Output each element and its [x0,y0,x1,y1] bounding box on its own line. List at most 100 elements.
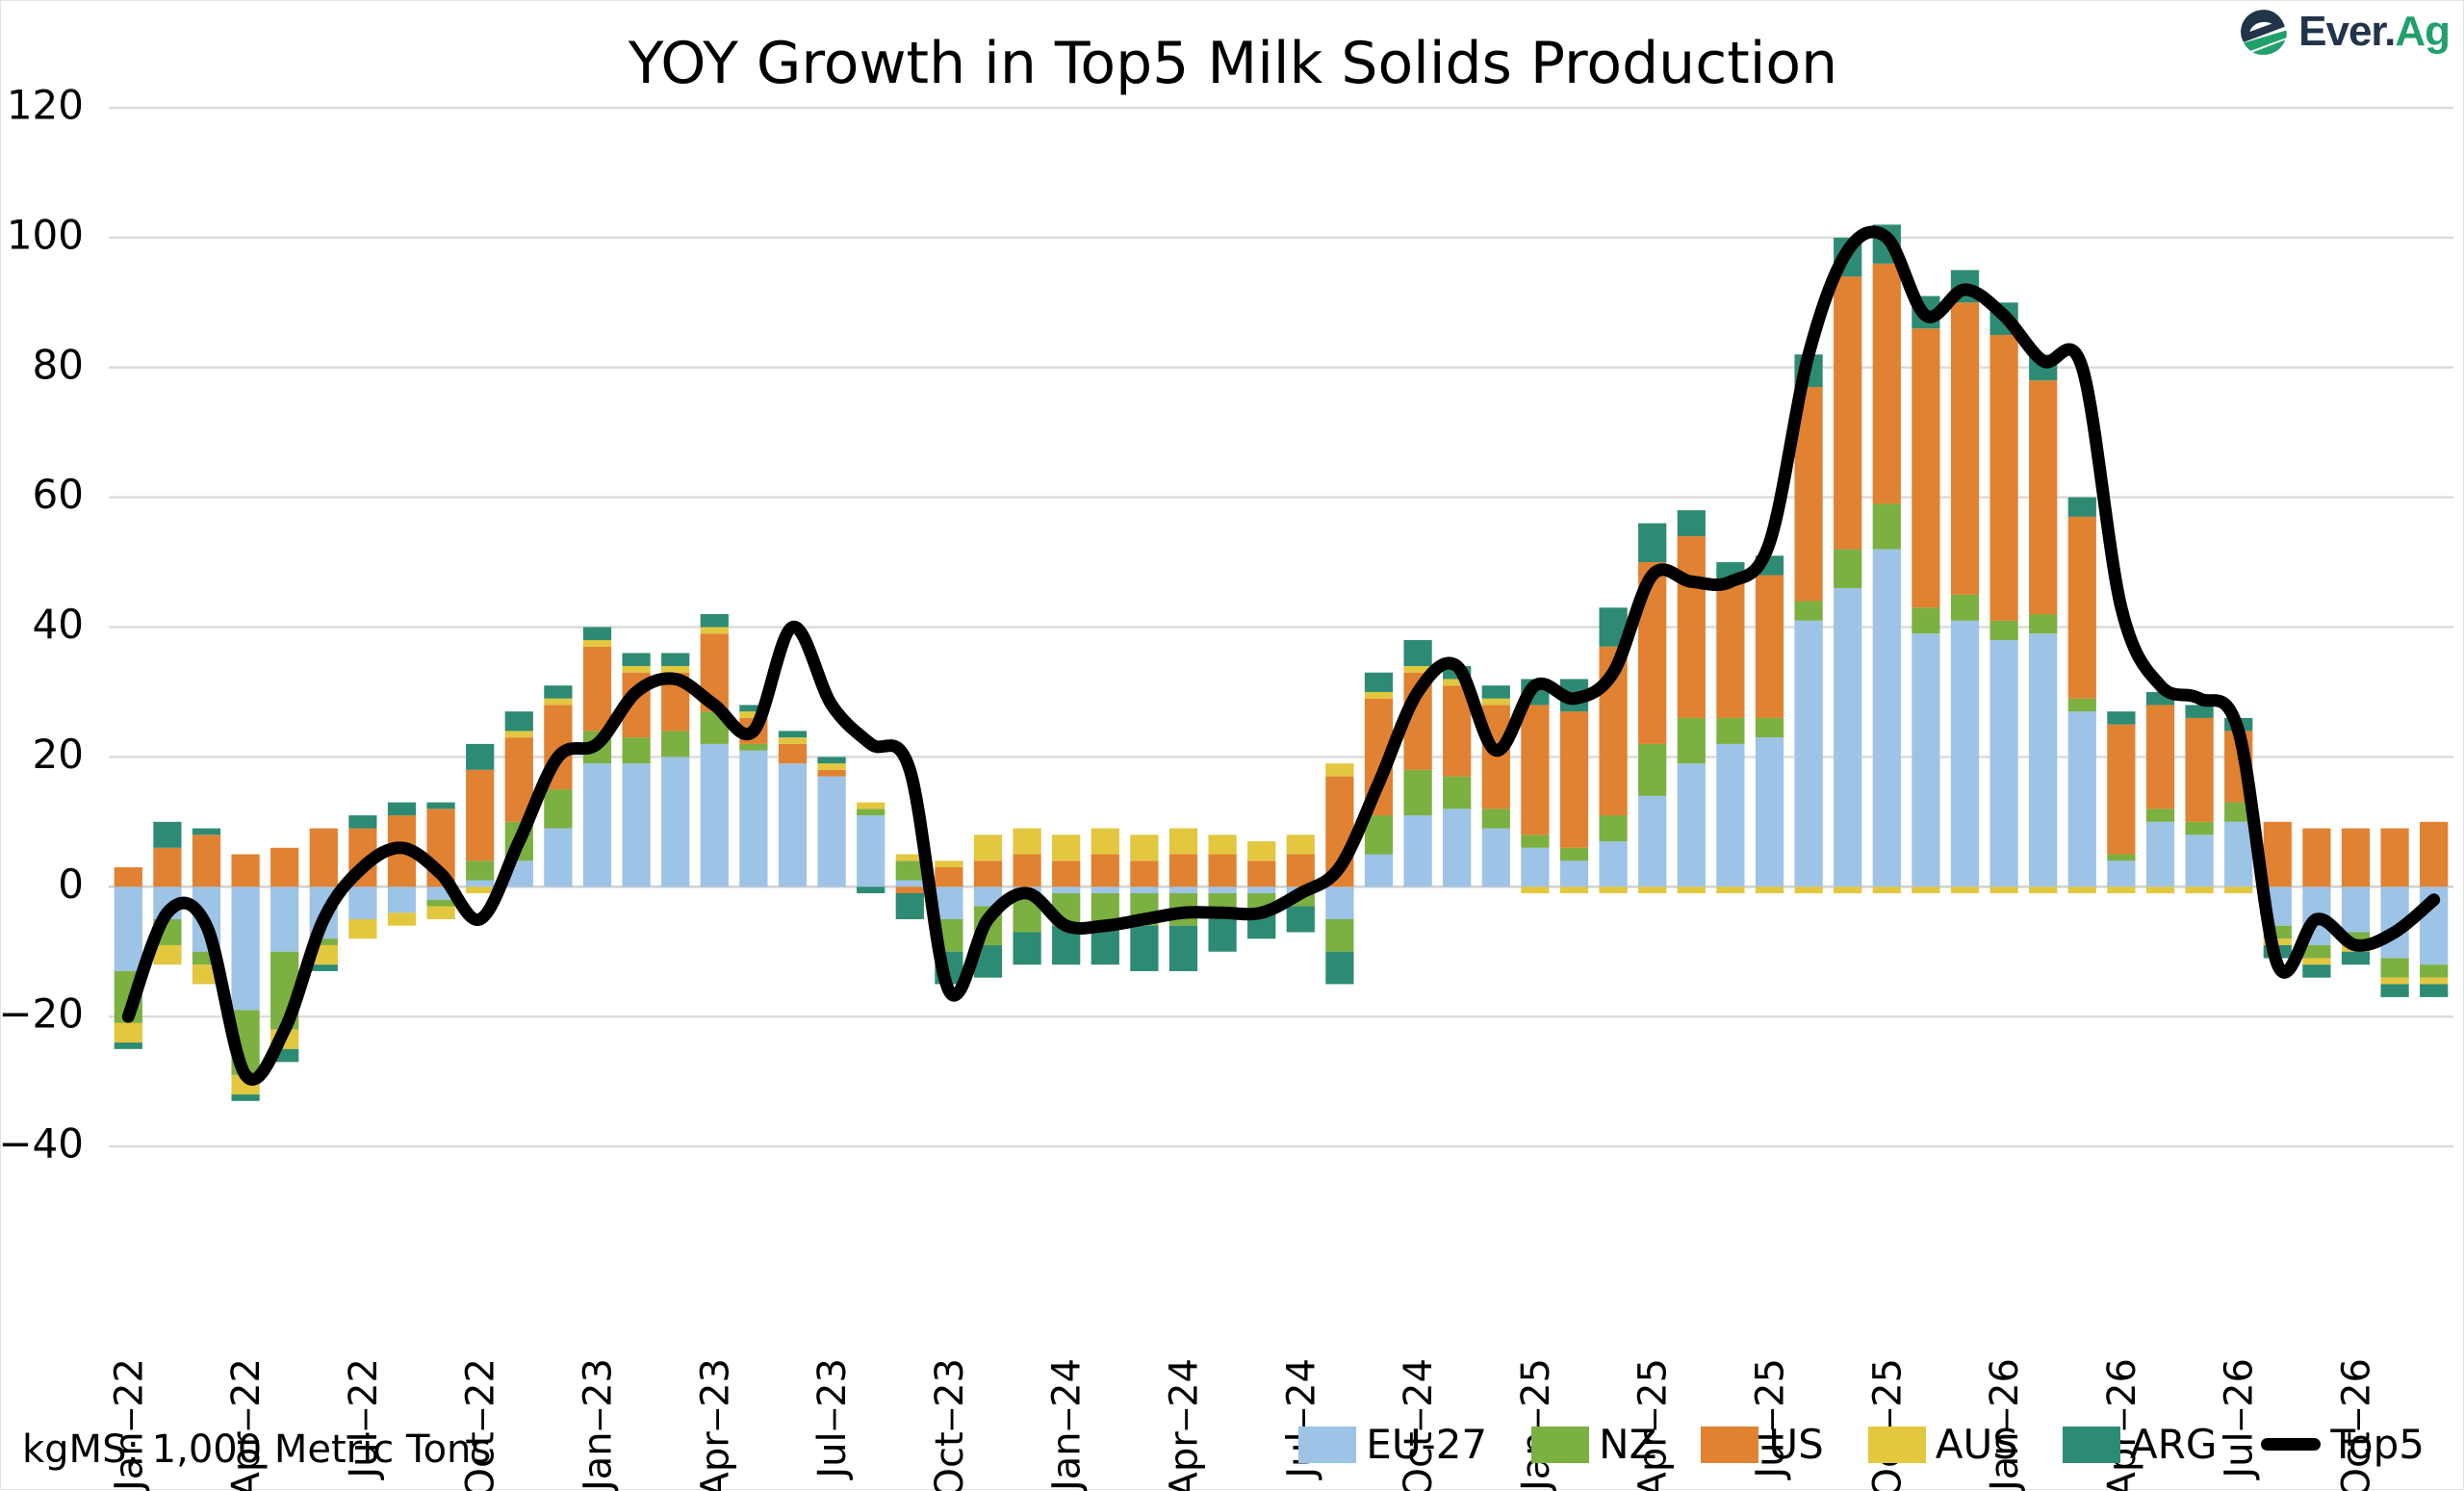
bar-segment-aus[interactable] [1677,887,1706,893]
bar-segment-arg[interactable] [895,892,924,919]
legend-item-eu-27[interactable]: EU-27 [1298,1421,1487,1468]
bar-segment-eu-27[interactable] [1130,887,1159,893]
bar-segment-us[interactable] [2380,828,2409,887]
bar-segment-aus[interactable] [1794,887,1823,893]
bar-segment-us[interactable] [582,646,612,732]
bar-segment-aus[interactable] [817,763,846,770]
bar-segment-arg[interactable] [2107,711,2136,725]
bar-segment-eu-27[interactable] [1794,620,1823,887]
bar-segment-eu-27[interactable] [778,763,808,887]
bar-segment-us[interactable] [114,867,142,887]
legend-item-us[interactable]: US [1701,1421,1824,1468]
bar-segment-nz[interactable] [1638,743,1667,796]
bar-segment-nz[interactable] [2145,809,2175,822]
bar-segment-arg[interactable] [466,743,495,770]
bar-segment-us[interactable] [192,835,221,887]
bar-segment-eu-27[interactable] [1168,887,1198,893]
bar-segment-aus[interactable] [661,665,690,673]
bar-segment-aus[interactable] [1989,887,2018,893]
bar-segment-aus[interactable] [2420,977,2449,985]
bar-segment-aus[interactable] [1364,691,1394,699]
bar-segment-aus[interactable] [1755,887,1784,893]
bar-segment-us[interactable] [1872,263,1901,504]
bar-segment-nz[interactable] [2380,958,2409,978]
bar-segment-arg[interactable] [192,828,221,835]
bar-segment-eu-27[interactable] [270,887,299,952]
bar-segment-nz[interactable] [1950,594,1980,621]
bar-segment-us[interactable] [1091,854,1119,887]
bar-segment-aus[interactable] [1208,835,1237,855]
bar-segment-arg[interactable] [387,802,417,816]
bar-segment-aus[interactable] [1950,887,1980,893]
bar-segment-us[interactable] [2302,828,2331,887]
bar-segment-arg[interactable] [1325,951,1354,985]
bar-segment-nz[interactable] [1716,717,1745,744]
bar-segment-arg[interactable] [114,1042,142,1049]
bar-segment-us[interactable] [2263,821,2292,887]
bar-segment-nz[interactable] [2029,614,2058,634]
bar-segment-aus[interactable] [348,918,377,939]
bar-segment-aus[interactable] [2185,887,2214,893]
bar-segment-nz[interactable] [2302,944,2331,959]
bar-segment-arg[interactable] [504,711,533,732]
bar-segment-nz[interactable] [1912,607,1940,634]
bar-segment-arg[interactable] [544,685,573,699]
bar-segment-arg[interactable] [231,1094,260,1101]
bar-segment-us[interactable] [2185,717,2214,822]
bar-segment-eu-27[interactable] [857,815,886,887]
bar-segment-aus[interactable] [1599,887,1628,893]
bar-segment-nz[interactable] [1794,601,1823,621]
bar-segment-nz[interactable] [1481,809,1510,829]
bar-segment-arg[interactable] [2067,497,2096,517]
bar-segment-aus[interactable] [387,913,417,926]
bar-segment-us[interactable] [1168,854,1198,887]
bar-segment-arg[interactable] [1677,510,1706,537]
bar-segment-aus[interactable] [1286,835,1315,855]
bar-segment-us[interactable] [466,769,495,861]
bar-segment-arg[interactable] [1364,672,1394,692]
bar-segment-nz[interactable] [2420,964,2449,978]
bar-segment-arg[interactable] [739,705,768,712]
bar-segment-eu-27[interactable] [1599,841,1628,887]
bar-segment-eu-27[interactable] [348,887,377,919]
bar-segment-eu-27[interactable] [895,880,924,887]
bar-segment-us[interactable] [1716,581,1745,718]
bar-segment-us[interactable] [778,743,808,764]
bar-segment-nz[interactable] [2185,821,2214,835]
bar-segment-arg[interactable] [426,802,455,810]
bar-segment-eu-27[interactable] [2029,633,2058,887]
bar-segment-nz[interactable] [1325,918,1354,952]
bar-segment-eu-27[interactable] [1716,743,1745,887]
bar-segment-aus[interactable] [1247,841,1276,861]
bar-segment-eu-27[interactable] [1912,633,1940,887]
bar-segment-aus[interactable] [1443,679,1472,686]
bar-segment-aus[interactable] [114,1022,142,1043]
bar-segment-us[interactable] [2145,705,2175,810]
bar-segment-eu-27[interactable] [1834,588,1862,887]
bar-segment-eu-27[interactable] [114,887,142,971]
bar-segment-eu-27[interactable] [231,887,260,1011]
bar-segment-nz[interactable] [622,737,651,764]
bar-segment-arg[interactable] [700,614,729,628]
bar-segment-us[interactable] [1208,854,1237,887]
bar-segment-arg[interactable] [1403,639,1432,666]
bar-segment-arg[interactable] [2185,705,2214,718]
bar-segment-us[interactable] [1286,854,1315,887]
bar-segment-nz[interactable] [2067,698,2096,712]
bar-segment-aus[interactable] [2145,887,2175,893]
bar-segment-eu-27[interactable] [1247,887,1276,893]
bar-segment-aus[interactable] [2029,887,2058,893]
bar-segment-aus[interactable] [1559,887,1589,893]
bar-segment-arg[interactable] [1130,925,1159,971]
bar-segment-arg[interactable] [2341,951,2371,965]
bar-segment-arg[interactable] [778,731,808,738]
bar-segment-eu-27[interactable] [387,887,417,913]
bar-segment-us[interactable] [2420,821,2449,887]
bar-segment-eu-27[interactable] [1052,887,1081,893]
bar-segment-arg[interactable] [1638,523,1667,563]
legend-item-arg[interactable]: ARG [2062,1421,2217,1468]
bar-segment-arg[interactable] [348,815,377,829]
bar-segment-eu-27[interactable] [739,750,768,887]
bar-segment-nz[interactable] [739,743,768,751]
bar-segment-us[interactable] [153,847,182,887]
